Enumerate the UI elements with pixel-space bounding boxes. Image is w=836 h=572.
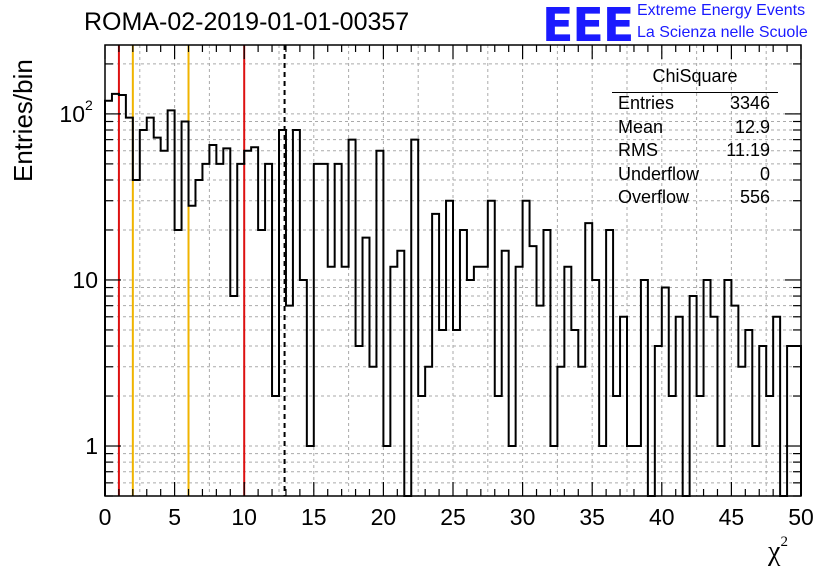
stats-row-rms: RMS 11.19 (612, 140, 778, 164)
stats-row-overflow: Overflow 556 (612, 187, 778, 211)
y-axis-label: Entries/bin (8, 59, 38, 182)
x-tick-label: 40 (649, 504, 675, 530)
stats-label: Underflow (618, 163, 700, 184)
stats-label: Entries (618, 93, 675, 113)
stats-value: 556 (739, 187, 770, 207)
x-tick-label: 25 (440, 504, 466, 530)
stats-box: ChiSquare Entries 3346 Mean 12.9 RMS 11.19 … (612, 66, 778, 211)
chart-title: ROMA-02-2019-01-01-00357 (84, 8, 410, 36)
x-tick-label: 50 (788, 504, 814, 530)
y-tick-label: 1 (85, 433, 98, 459)
x-axis-label-sup: 2 (780, 533, 788, 550)
stats-label: Overflow (618, 187, 690, 207)
stats-row-underflow: Underflow 0 (612, 164, 778, 188)
stats-value: 11.19 (726, 140, 770, 160)
stats-value: 12.9 (734, 116, 770, 137)
stats-row-mean: Mean 12.9 (612, 117, 778, 141)
eee-logo: EEE (542, 0, 634, 52)
stats-value: 3346 (729, 93, 770, 113)
x-tick-label: 30 (510, 504, 536, 530)
y-tick-label: 10 (72, 267, 98, 293)
stats-row-entries: Entries 3346 (612, 93, 778, 117)
stats-title: ChiSquare (612, 66, 778, 93)
x-axis-label: χ2 (768, 533, 788, 568)
logo-line-2: La Scienza nelle Scuole (637, 24, 808, 41)
stats-label: Mean (618, 116, 664, 137)
x-tick-label: 15 (301, 504, 327, 530)
y-tick-label-exponent: 2 (85, 97, 93, 113)
x-axis-label-base: χ (768, 536, 781, 567)
x-tick-label: 5 (168, 504, 181, 530)
x-tick-label: 0 (99, 504, 112, 530)
grid-lines (105, 45, 801, 496)
x-tick-label: 10 (231, 504, 257, 530)
y-tick-label: 10 (59, 101, 85, 127)
x-tick-label: 45 (719, 504, 745, 530)
logo-line-1: Extreme Energy Events (637, 2, 806, 19)
x-tick-label: 20 (371, 504, 397, 530)
x-tick-label: 35 (579, 504, 605, 530)
reference-lines (117, 45, 286, 496)
stats-value: 0 (759, 163, 770, 184)
stats-label: RMS (618, 140, 658, 160)
